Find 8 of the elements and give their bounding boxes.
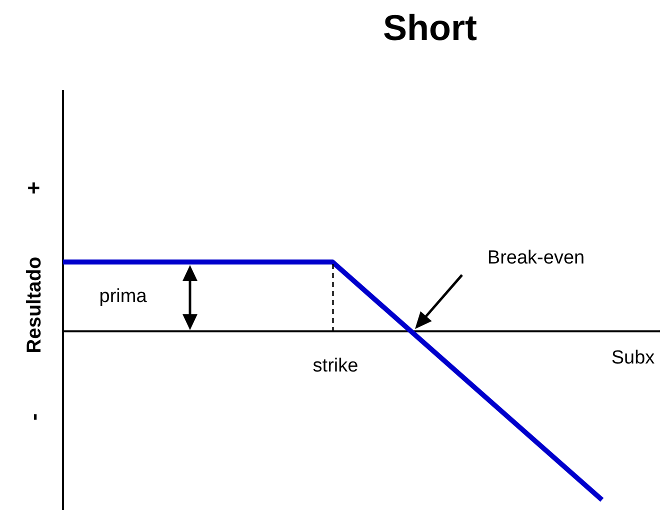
annotation: Break-even [487, 247, 585, 268]
y-axis-title: Resultado [24, 256, 46, 354]
annotation: prima [99, 286, 148, 307]
text: - [21, 413, 46, 421]
chart-title: Short [383, 6, 477, 48]
x-axis-title: Subx [611, 347, 656, 368]
text: + [21, 182, 46, 194]
annotation: strike [312, 355, 358, 376]
